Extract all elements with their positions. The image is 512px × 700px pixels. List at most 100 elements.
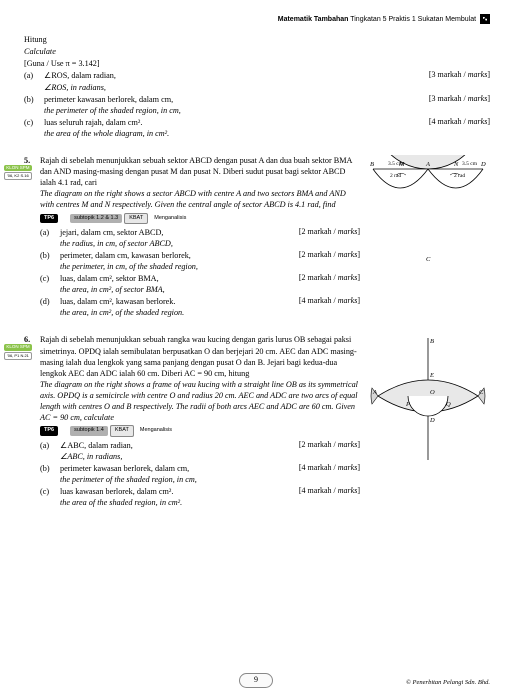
header-bold: Matematik Tambahan <box>278 16 349 23</box>
q5-intro-en: The diagram on the right shows a sector … <box>40 189 346 209</box>
svg-text:D: D <box>429 417 435 424</box>
tag-action: Menganalisis <box>136 426 176 435</box>
part-label: (d) <box>40 296 60 318</box>
svg-text:Q: Q <box>446 401 451 408</box>
copyright: © Penerbitan Pelangi Sdn. Bhd. <box>406 679 490 688</box>
svg-text:C: C <box>426 256 431 263</box>
part-label: (a) <box>24 70 44 92</box>
svg-text:3.5 cm: 3.5 cm <box>462 161 478 167</box>
tag-kbat: KBAT <box>124 213 148 224</box>
q5d-marks: [4 markah / marks] <box>299 296 360 307</box>
question-4-cont: Hitung Calculate [Guna / Use π = 3.142] … <box>24 34 490 139</box>
part-label: (a) <box>40 440 60 462</box>
svg-text:B: B <box>430 338 434 345</box>
q4-a: (a) ∠ROS, dalam radian, ∠ROS, in radians… <box>24 70 490 92</box>
svg-text:2 rad: 2 rad <box>390 173 401 179</box>
svg-text:A: A <box>372 389 377 396</box>
tag-tp6: TP6 <box>40 214 58 223</box>
q6b-en: the perimeter of the shaded region, in c… <box>60 475 197 484</box>
q4a-marks: [3 markah / marks] <box>429 70 490 81</box>
q5a-marks: [2 markah / marks] <box>299 227 360 238</box>
question-5: KLON SPM '06, K2 S.16 B M 3.5 cm A N 3.5… <box>24 155 490 319</box>
tag-subtopik: subtopik 1.4 <box>70 426 108 435</box>
svg-text:A: A <box>425 161 430 168</box>
q5c-marks: [2 markah / marks] <box>299 273 360 284</box>
tag-subtopik: subtopik 1.2 & 1.3 <box>70 214 122 223</box>
svg-text:E: E <box>429 372 434 379</box>
q4a-my: ∠ROS, dalam radian, <box>44 71 116 80</box>
q4-c: (c) luas seluruh rajah, dalam cm². the a… <box>24 117 490 139</box>
q6c-my: luas kawasan berlorek, dalam cm². <box>60 487 173 496</box>
q6-diagram: B E A C O P Q D <box>366 334 490 477</box>
q6a-en: ∠ABC, in radians, <box>60 452 122 461</box>
q4c-en: the area of the whole diagram, in cm². <box>44 129 169 138</box>
q4a-en: ∠ROS, in radians, <box>44 83 106 92</box>
q4-hitung: Hitung <box>24 34 490 45</box>
q6c-marks: [4 markah / marks] <box>299 486 360 497</box>
q5-badges: KLON SPM '06, K2 S.16 <box>4 165 32 181</box>
q5c-en: the area, in cm², of sector BMA, <box>60 285 165 294</box>
q6-intro-my: Rajah di sebelah menunjukkan sebuah rang… <box>40 335 357 377</box>
part-label: (c) <box>40 273 60 295</box>
q6a-marks: [2 markah / marks] <box>299 440 360 451</box>
q5-diagram: B M 3.5 cm A N 3.5 cm D 2 rad 2 rad C <box>366 155 490 266</box>
question-6: KLON SPM '06, P1 N.21 B E A C O P Q D 6.… <box>24 334 490 508</box>
q5b-marks: [2 markah / marks] <box>299 250 360 261</box>
q5a-en: the radius, in cm, of sector ABCD, <box>60 239 173 248</box>
part-label: (a) <box>40 227 60 249</box>
q6-c: (c) luas kawasan berlorek, dalam cm².the… <box>40 486 360 508</box>
header-icon <box>480 14 490 24</box>
q5b-en: the perimeter, in cm, of the shaded regi… <box>60 262 198 271</box>
q5-d: (d) luas, dalam cm², kawasan berlorek. th… <box>40 296 360 318</box>
svg-text:D: D <box>480 161 486 168</box>
part-label: (c) <box>24 117 44 139</box>
badge-ref: '06, P1 N.21 <box>4 352 32 360</box>
svg-text:B: B <box>370 161 374 168</box>
q4c-marks: [4 markah / marks] <box>429 117 490 128</box>
q5a-my: jejari, dalam cm, sektor ABCD, <box>60 228 163 237</box>
q5d-my: luas, dalam cm², kawasan berlorek. <box>60 297 175 306</box>
part-label: (b) <box>40 463 60 485</box>
q6a-my: ∠ABC, dalam radian, <box>60 441 133 450</box>
q5-a: (a) jejari, dalam cm, sektor ABCD, the ra… <box>40 227 360 249</box>
badge-klon: KLON SPM <box>4 165 32 172</box>
header-rest: Tingkatan 5 Praktis 1 Sukatan Membulat <box>348 16 476 23</box>
q4b-en: the perimeter of the shaded region, in c… <box>44 106 181 115</box>
q6-b: (b) perimeter kawasan berlorek, dalam cm… <box>40 463 360 485</box>
q5d-en: the area, in cm², of the shaded region. <box>60 308 184 317</box>
q5-c: (c) luas, dalam cm², sektor BMA, the area… <box>40 273 360 295</box>
tag-tp6: TP6 <box>40 426 58 435</box>
svg-text:O: O <box>430 389 435 396</box>
q6b-marks: [4 markah / marks] <box>299 463 360 474</box>
q4-given: [Guna / Use π = 3.142] <box>24 58 490 69</box>
page-header: Matematik Tambahan Tingkatan 5 Praktis 1… <box>24 14 490 24</box>
q5b-my: perimeter, dalam cm, kawasan berlorek, <box>60 251 191 260</box>
svg-text:2 rad: 2 rad <box>454 173 465 179</box>
q4b-my: perimeter kawasan berlorek, dalam cm, <box>44 95 173 104</box>
part-label: (b) <box>24 94 44 116</box>
q5-intro-my: Rajah di sebelah menunjukkan sebuah sekt… <box>40 156 352 187</box>
svg-text:3.5 cm: 3.5 cm <box>388 161 404 167</box>
q5-tags: TP6 subtopik 1.2 & 1.3 KBAT Menganalisis <box>40 212 360 224</box>
page-number: 9 <box>239 673 273 688</box>
badge-klon: KLON SPM <box>4 344 32 351</box>
q4c-my: luas seluruh rajah, dalam cm². <box>44 118 142 127</box>
q6b-my: perimeter kawasan berlorek, dalam cm, <box>60 464 189 473</box>
q6-tags: TP6 subtopik 1.4 KBAT Menganalisis <box>40 425 360 437</box>
q6-intro-en: The diagram on the right shows a frame o… <box>40 380 358 422</box>
tag-action: Menganalisis <box>150 214 190 223</box>
q4-calculate: Calculate <box>24 46 490 57</box>
q6-a: (a) ∠ABC, dalam radian, ∠ABC, in radians,… <box>40 440 360 462</box>
tag-kbat: KBAT <box>110 425 134 436</box>
q4-b: (b) perimeter kawasan berlorek, dalam cm… <box>24 94 490 116</box>
q5c-my: luas, dalam cm², sektor BMA, <box>60 274 159 283</box>
part-label: (b) <box>40 250 60 272</box>
q5-b: (b) perimeter, dalam cm, kawasan berlore… <box>40 250 360 272</box>
q6-badges: KLON SPM '06, P1 N.21 <box>4 344 32 360</box>
svg-text:N: N <box>453 161 459 168</box>
svg-text:P: P <box>405 401 410 408</box>
badge-ref: '06, K2 S.16 <box>4 172 32 180</box>
q6c-en: the area of the shaded region, in cm². <box>60 498 182 507</box>
svg-text:C: C <box>479 389 484 396</box>
q4b-marks: [3 markah / marks] <box>429 94 490 105</box>
